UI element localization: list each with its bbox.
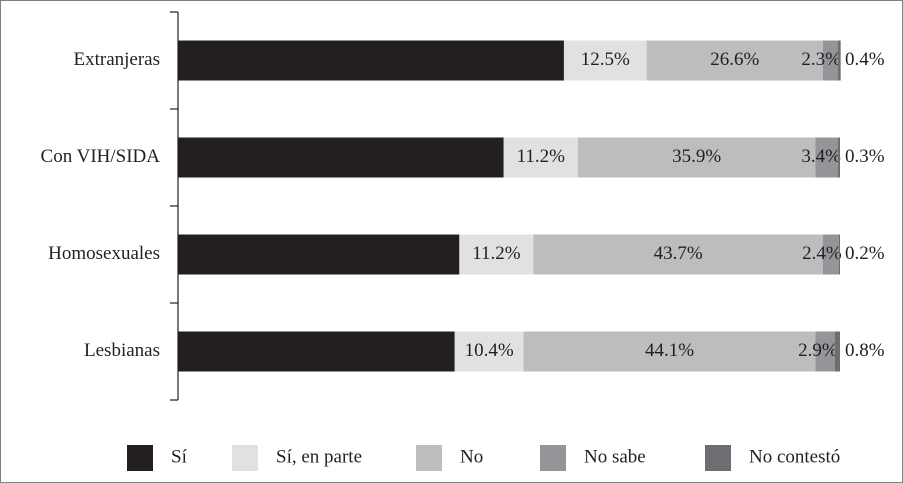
bar-segment [503, 137, 578, 178]
bar-segment [533, 234, 823, 275]
bar-segment [577, 137, 816, 178]
value-label: 0.2% [845, 243, 885, 264]
legend-swatch [127, 445, 153, 471]
bar-segment [459, 234, 534, 275]
legend-swatch [540, 445, 566, 471]
bar-segment [646, 40, 823, 81]
legend-label: Sí [171, 446, 188, 467]
category-label: Con VIH/SIDA [41, 146, 161, 167]
bar-segment [838, 234, 840, 275]
value-label: 35.9% [672, 146, 721, 167]
legend-label: No [460, 446, 483, 467]
legend-label: Sí, en parte [276, 446, 362, 467]
value-label: 44.1% [645, 340, 694, 361]
bar-segment [178, 40, 564, 81]
bar-segment [815, 331, 835, 372]
value-label: 43.7% [654, 243, 703, 264]
bar-segment [178, 234, 460, 275]
value-label: 49.2% [315, 146, 367, 167]
bar-segment [523, 331, 816, 372]
bar-segment [563, 40, 647, 81]
bar-segment [815, 137, 839, 178]
value-label: 41.8% [290, 340, 342, 361]
value-label: 0.4% [845, 49, 885, 70]
value-label: 42.5% [293, 243, 345, 264]
bar-segment [822, 40, 839, 81]
legend-swatch [705, 445, 731, 471]
bar-segment [454, 331, 524, 372]
value-label: 26.6% [710, 49, 759, 70]
legend-swatch [416, 445, 442, 471]
value-label: 0.3% [845, 146, 885, 167]
value-label: 3.4% [801, 146, 841, 167]
bar-segment [178, 331, 455, 372]
legend-swatch [232, 445, 258, 471]
value-label: 11.2% [472, 243, 521, 264]
value-label: 2.3% [801, 49, 841, 70]
bar-segment [178, 137, 504, 178]
legend-label: No contestó [749, 446, 840, 467]
value-label: 2.9% [798, 340, 838, 361]
category-label: Extranjeras [73, 49, 160, 70]
bar-segment [838, 137, 840, 178]
bar-segment [838, 40, 841, 81]
value-label: 58.3% [345, 49, 397, 70]
legend-label: No sabe [584, 446, 646, 467]
bar-segment [834, 331, 840, 372]
value-label: 12.5% [581, 49, 630, 70]
bar-segment [822, 234, 839, 275]
value-label: 11.2% [517, 146, 566, 167]
value-label: 10.4% [465, 340, 514, 361]
value-label: 2.4% [802, 243, 842, 264]
category-label: Lesbianas [84, 340, 160, 361]
value-label: 0.8% [845, 340, 885, 361]
category-label: Homosexuales [48, 243, 160, 264]
